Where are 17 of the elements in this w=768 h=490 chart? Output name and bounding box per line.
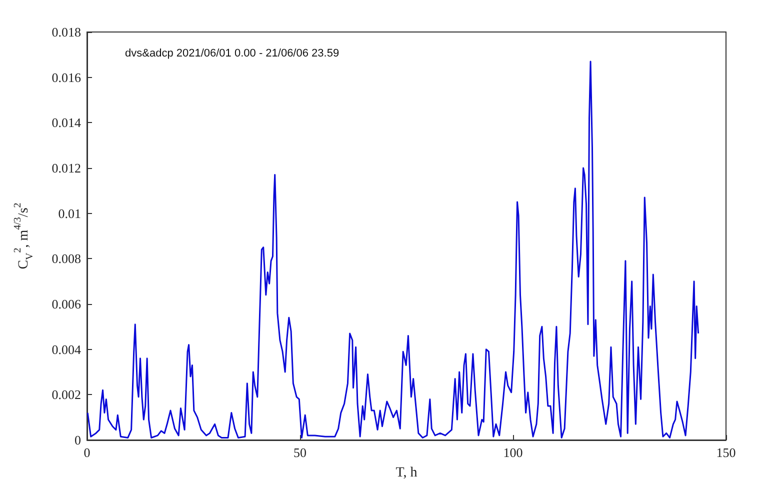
y-axis-title: CV2, m4/3/s2 <box>12 202 36 270</box>
y-tick-label: 0.012 <box>52 160 81 176</box>
y-tick-label: 0.004 <box>52 342 82 357</box>
x-axis-title: T, h <box>396 466 418 480</box>
annotation: dvs&adcp 2021/06/01 0.00 - 21/06/06 23.59 <box>125 48 340 60</box>
x-tick-label: 150 <box>716 445 736 460</box>
line-series <box>86 60 700 438</box>
x-tick-label: 100 <box>503 445 523 460</box>
x-tick-label: 50 <box>294 445 306 460</box>
y-tick-label: 0.006 <box>52 296 82 312</box>
y-tick-label: 0.016 <box>52 70 82 85</box>
y-tick-label: 0.01 <box>58 206 81 221</box>
y-tick-label: 0.002 <box>52 387 81 402</box>
y-tick-label: 0.018 <box>52 24 81 40</box>
y-tick-label: 0 <box>74 432 81 448</box>
y-tick-label: 0.014 <box>52 115 82 130</box>
y-tick-label: 0.008 <box>52 251 81 266</box>
